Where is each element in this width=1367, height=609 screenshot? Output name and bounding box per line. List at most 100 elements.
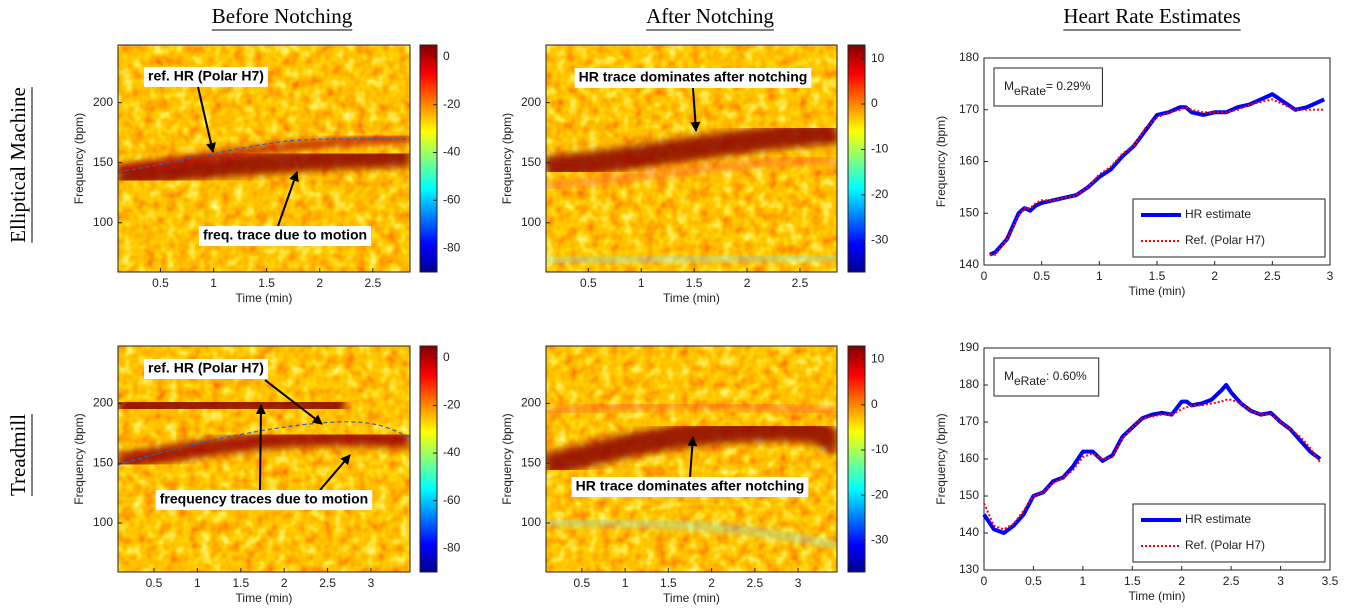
annotation: ref. HR (Polar H7) bbox=[148, 360, 264, 376]
x-tick-label: 2.5 bbox=[1223, 574, 1240, 588]
y-tick-label: 180 bbox=[959, 50, 979, 64]
x-axis-label: Time (min) bbox=[663, 591, 720, 605]
x-tick-label: 1.5 bbox=[232, 576, 249, 590]
y-tick-label: 160 bbox=[959, 451, 979, 465]
colorbar-tick-label: -80 bbox=[443, 240, 461, 254]
colorbar-tick-label: -40 bbox=[443, 145, 461, 159]
annotation-box bbox=[574, 68, 812, 88]
annotation-text: = 0.29% bbox=[1046, 79, 1091, 93]
x-tick-label: 2.5 bbox=[364, 276, 381, 290]
x-axis-label: Time (min) bbox=[236, 591, 293, 605]
y-tick-label: 100 bbox=[93, 215, 113, 229]
x-tick-label: 2 bbox=[1178, 574, 1185, 588]
plot-frame bbox=[117, 345, 411, 573]
x-tick-label: 2.5 bbox=[319, 576, 336, 590]
x-tick-label: 0 bbox=[981, 269, 988, 283]
legend-label: HR estimate bbox=[1185, 207, 1251, 221]
plot-frame bbox=[545, 345, 838, 573]
x-axis-label: Time (min) bbox=[236, 291, 293, 305]
y-tick-label: 190 bbox=[959, 340, 979, 354]
y-tick-label: 140 bbox=[959, 257, 979, 271]
colorbar-tick-label: -60 bbox=[443, 192, 461, 206]
legend-label: Ref. (Polar H7) bbox=[1185, 538, 1265, 552]
y-axis-label: Frequency (bpm) bbox=[72, 113, 86, 204]
colorbar-tick-label: -10 bbox=[871, 442, 889, 456]
annotation-symbol: M bbox=[1004, 79, 1014, 93]
annotation-arrow bbox=[690, 87, 701, 132]
x-tick-label: 1.5 bbox=[686, 276, 703, 290]
x-tick-label: 1 bbox=[1096, 269, 1103, 283]
x-tick-label: 3 bbox=[368, 576, 375, 590]
annotation-arrow bbox=[277, 171, 299, 227]
annotation: HR trace dominates after notching bbox=[576, 478, 805, 494]
x-tick-label: 1 bbox=[210, 276, 217, 290]
column-title: Heart Rate Estimates bbox=[1063, 4, 1240, 28]
colorbar-tick-label: -40 bbox=[443, 445, 461, 459]
annotation-text: : 0.60% bbox=[1046, 369, 1087, 383]
colorbar-tick-label: -30 bbox=[871, 533, 889, 547]
row-title: Elliptical Machine bbox=[6, 87, 30, 243]
trace-band bbox=[546, 254, 837, 264]
colorbar-tick-label: 0 bbox=[871, 96, 878, 110]
x-tick-label: 1.5 bbox=[1124, 574, 1141, 588]
series-line bbox=[989, 98, 1325, 256]
reference-trace bbox=[118, 138, 410, 173]
annotation-box bbox=[571, 477, 809, 497]
trace-band bbox=[118, 391, 346, 419]
x-tick-label: 1.5 bbox=[660, 576, 677, 590]
y-axis-label: Frequency (bpm) bbox=[72, 413, 86, 504]
trace-band bbox=[546, 520, 837, 548]
x-tick-label: 2 bbox=[744, 276, 751, 290]
legend-label: Ref. (Polar H7) bbox=[1185, 233, 1265, 247]
y-tick-label: 130 bbox=[959, 562, 979, 576]
annotation-symbol: M bbox=[1004, 369, 1014, 383]
x-tick-label: 1 bbox=[622, 576, 629, 590]
column-title: Before Notching bbox=[212, 4, 353, 28]
trace-band bbox=[546, 417, 837, 478]
annotation: freq. trace due to motion bbox=[203, 227, 367, 243]
x-tick-label: 3 bbox=[1277, 574, 1284, 588]
x-tick-label: 0.5 bbox=[580, 276, 597, 290]
series-line bbox=[982, 383, 1322, 535]
colorbar-tick-label: 10 bbox=[871, 51, 885, 65]
annotation-arrow bbox=[264, 379, 323, 425]
y-tick-label: 100 bbox=[521, 515, 541, 529]
y-tick-label: 160 bbox=[959, 154, 979, 168]
annotation-box bbox=[144, 359, 268, 379]
y-tick-label: 100 bbox=[521, 215, 541, 229]
colorbar bbox=[847, 44, 866, 273]
annotation-arrow bbox=[197, 86, 216, 153]
trace-band bbox=[546, 120, 837, 180]
y-tick-label: 150 bbox=[521, 155, 541, 169]
x-tick-label: 3 bbox=[795, 576, 802, 590]
x-tick-label: 0.5 bbox=[1033, 269, 1050, 283]
colorbar-tick-label: 10 bbox=[871, 352, 885, 366]
y-axis-label: Frequency (bpm) bbox=[500, 113, 514, 204]
x-tick-label: 2.5 bbox=[747, 576, 764, 590]
x-tick-label: 1 bbox=[1080, 574, 1087, 588]
y-axis-label: Frequency (bpm) bbox=[934, 413, 948, 504]
x-axis-label: Time (min) bbox=[663, 291, 720, 305]
y-tick-label: 150 bbox=[93, 455, 113, 469]
y-tick-label: 100 bbox=[93, 515, 113, 529]
colorbar bbox=[419, 345, 438, 573]
reference-trace bbox=[118, 421, 410, 466]
x-tick-label: 1 bbox=[638, 276, 645, 290]
series-line bbox=[983, 398, 1321, 531]
annotation: MeRate= 0.29% bbox=[1004, 79, 1091, 98]
x-tick-label: 0.5 bbox=[1025, 574, 1042, 588]
x-axis-label: Time (min) bbox=[1129, 589, 1186, 603]
annotation-box bbox=[198, 226, 372, 246]
x-tick-label: 1.5 bbox=[258, 276, 275, 290]
trace-band bbox=[118, 145, 410, 189]
plot-frame bbox=[117, 44, 411, 273]
colorbar-tick-label: -30 bbox=[871, 232, 889, 246]
legend-label: HR estimate bbox=[1185, 512, 1251, 526]
legend-box bbox=[1132, 503, 1326, 563]
x-tick-label: 2.5 bbox=[792, 276, 809, 290]
colorbar-tick-label: 0 bbox=[443, 49, 450, 63]
colorbar bbox=[847, 345, 866, 573]
colorbar-tick-label: -80 bbox=[443, 540, 461, 554]
colorbar-tick-label: -20 bbox=[443, 97, 461, 111]
annotation-box bbox=[155, 490, 373, 510]
